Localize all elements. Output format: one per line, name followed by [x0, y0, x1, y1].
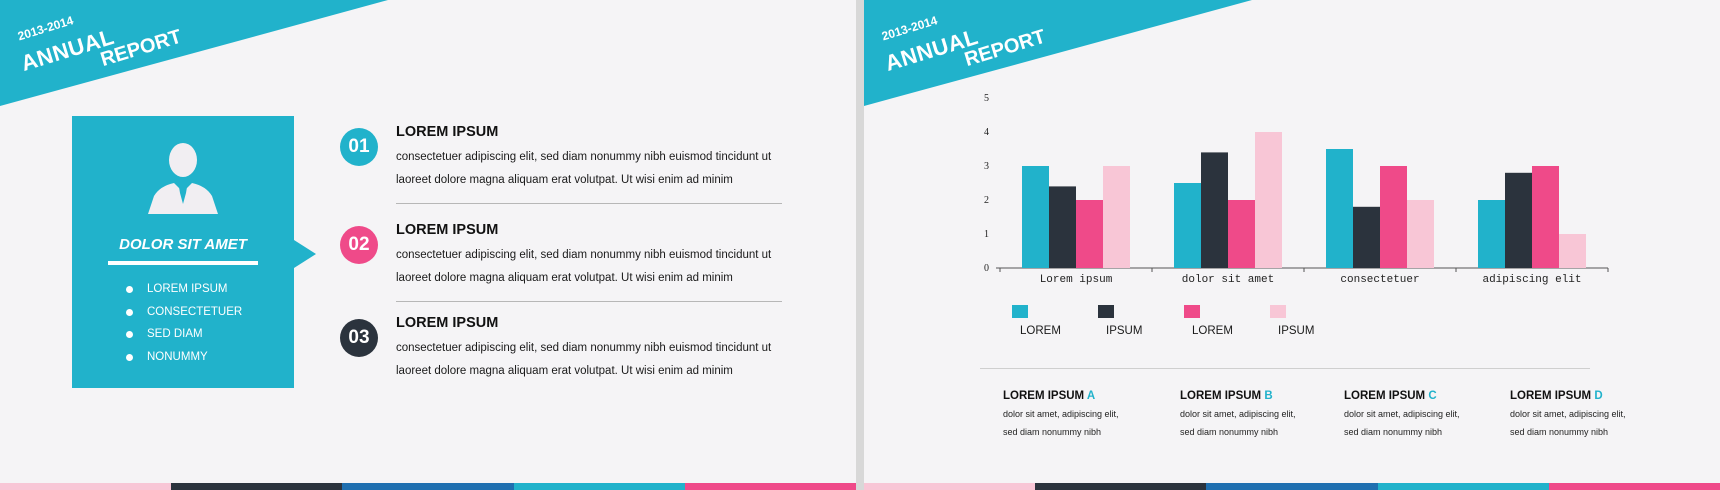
bar	[1174, 183, 1201, 268]
profile-card: DOLOR SIT AMET LOREM IPSUM CONSECTETUER …	[72, 116, 294, 388]
header-banner	[864, 0, 1252, 106]
bullet-icon	[126, 286, 133, 293]
y-tick-label: 5	[984, 93, 989, 104]
x-tick-label: consectetuer	[1340, 274, 1419, 286]
stripe-segment	[1035, 483, 1207, 490]
column-body: dolor sit amet, adipiscing elit, sed diam…	[1180, 409, 1296, 437]
y-tick-label: 2	[984, 195, 989, 206]
step-body: consectetuer adipiscing elit, sed diam n…	[396, 249, 772, 284]
bullet-icon	[126, 331, 133, 338]
bar	[1103, 166, 1130, 268]
y-tick-label: 0	[984, 263, 989, 274]
step-number-badge: 03	[340, 319, 378, 357]
step-title: LOREM IPSUM	[396, 315, 499, 331]
column-title: LOREM IPSUM D	[1510, 390, 1603, 402]
bar	[1380, 166, 1407, 268]
list-item: SED DIAM	[126, 323, 242, 346]
profile-title: DOLOR SIT AMET	[119, 236, 247, 253]
x-tick-label: dolor sit amet	[1182, 274, 1274, 286]
color-stripe	[864, 483, 1720, 490]
bar	[1532, 166, 1559, 268]
slide-1: 2013-2014 ANNUAL REPORT DOLOR SIT AMET L…	[0, 0, 856, 490]
bar	[1353, 206, 1380, 268]
bar	[1228, 200, 1255, 268]
profile-pointer	[294, 240, 316, 268]
y-tick-label: 1	[984, 229, 989, 240]
list-item: CONSECTETUER	[126, 301, 242, 324]
stripe-segment	[0, 483, 172, 490]
bar-chart: 0 1 2 3 4 5 Lorem ipsum dolor sit amet consectet…	[984, 93, 1609, 286]
legend-swatch	[1012, 305, 1028, 318]
stripe-segment	[342, 483, 514, 490]
legend-label: LOREM	[1020, 325, 1061, 337]
y-tick-label: 3	[984, 161, 989, 172]
legend-label: LOREM	[1192, 325, 1233, 337]
bar	[1505, 172, 1532, 268]
list-item: NONUMMY	[126, 346, 242, 369]
bar	[1407, 200, 1434, 268]
bullet-icon	[126, 308, 133, 316]
info-column-d: LOREM IPSUM D dolor sit amet, adipiscing…	[1510, 390, 1670, 441]
profile-list: LOREM IPSUM CONSECTETUER SED DIAM NONUMM…	[126, 278, 242, 368]
stripe-segment	[1548, 483, 1720, 490]
color-stripe	[0, 483, 856, 490]
column-body: dolor sit amet, adipiscing elit, sed diam…	[1510, 409, 1626, 437]
bar	[1559, 234, 1586, 268]
slide-2: 2013-2014 ANNUAL REPORT 0 1 2 3 4 5 Lorem ipsu…	[864, 0, 1720, 490]
stripe-segment	[513, 483, 685, 490]
column-body: dolor sit amet, adipiscing elit, sed diam…	[1003, 409, 1119, 437]
slide-separator	[856, 0, 864, 490]
column-body: dolor sit amet, adipiscing elit, sed diam…	[1344, 409, 1460, 437]
bar	[1326, 149, 1353, 268]
step-number-badge: 01	[340, 128, 378, 166]
column-title: LOREM IPSUM A	[1003, 390, 1096, 402]
legend-label: IPSUM	[1278, 325, 1315, 337]
stripe-segment	[171, 483, 343, 490]
bullet-icon	[126, 353, 133, 361]
x-tick-label: adipiscing elit	[1482, 274, 1581, 286]
bar	[1076, 200, 1103, 268]
step-title: LOREM IPSUM	[396, 222, 499, 238]
bar	[1255, 132, 1282, 268]
stripe-segment	[864, 483, 1036, 490]
y-tick-label: 4	[984, 127, 989, 138]
step-body: consectetuer adipiscing elit, sed diam n…	[396, 151, 772, 186]
step-number-badge: 02	[340, 226, 378, 264]
section-divider	[980, 368, 1590, 369]
header-banner	[0, 0, 388, 106]
stripe-segment	[1206, 483, 1378, 490]
step-divider	[396, 301, 782, 302]
step-body: consectetuer adipiscing elit, sed diam n…	[396, 342, 772, 377]
info-column-b: LOREM IPSUM B dolor sit amet, adipiscing…	[1180, 390, 1340, 441]
info-column-c: LOREM IPSUM C dolor sit amet, adipiscing…	[1344, 390, 1504, 441]
legend-label: IPSUM	[1106, 325, 1143, 337]
legend-swatch	[1270, 305, 1286, 318]
bar	[1478, 200, 1505, 268]
step-divider	[396, 203, 782, 204]
bar	[1049, 186, 1076, 268]
list-item: LOREM IPSUM	[126, 278, 242, 301]
x-tick-label: Lorem ipsum	[1040, 274, 1113, 286]
bar	[1022, 166, 1049, 268]
step-title: LOREM IPSUM	[396, 124, 499, 140]
stripe-segment	[684, 483, 856, 490]
stripe-segment	[1377, 483, 1549, 490]
bar	[1201, 152, 1228, 268]
column-title: LOREM IPSUM B	[1180, 390, 1273, 402]
legend-swatch	[1098, 305, 1114, 318]
info-column-a: LOREM IPSUM A dolor sit amet, adipiscing…	[1003, 390, 1163, 441]
user-icon	[148, 143, 218, 214]
profile-divider	[108, 261, 258, 265]
column-title: LOREM IPSUM C	[1344, 390, 1437, 402]
legend-swatch	[1184, 305, 1200, 318]
